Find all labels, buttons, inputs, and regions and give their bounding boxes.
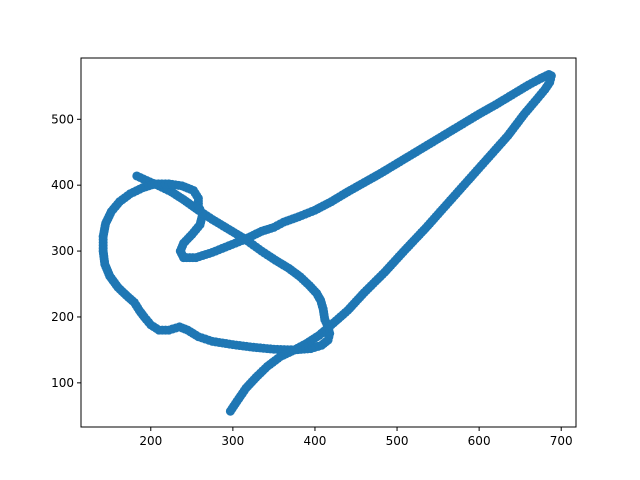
y-tick-label: 400: [51, 178, 74, 192]
axes-frame: [80, 57, 577, 428]
y-tick-label: 300: [51, 244, 74, 258]
y-tick-label: 200: [51, 310, 74, 324]
x-tick-label: 400: [304, 434, 327, 448]
x-tick-label: 200: [139, 434, 162, 448]
x-tick-label: 500: [386, 434, 409, 448]
y-tick-label: 100: [51, 376, 74, 390]
x-tick-label: 700: [550, 434, 573, 448]
x-tick-label: 600: [468, 434, 491, 448]
data-points: [98, 69, 556, 416]
data-point: [225, 406, 235, 416]
x-tick-label: 300: [221, 434, 244, 448]
y-axis-ticks: 100 200 300 400 500: [51, 112, 81, 390]
y-tick-label: 500: [51, 112, 74, 126]
x-axis-ticks: 200 300 400 500 600 700: [139, 427, 573, 448]
